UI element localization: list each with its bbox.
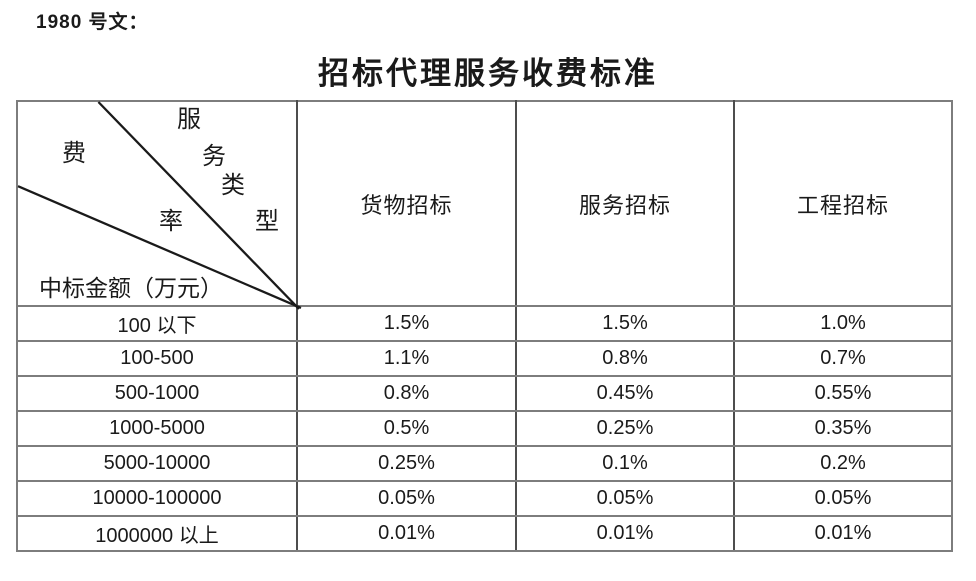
diagonal-header-cell: 服 务 类 型 费 率 中标金额（万元） [16, 100, 302, 310]
diagonal-rate-char: 费 [62, 141, 86, 167]
rate-cell: 1.0% [733, 305, 953, 342]
table-row: 1000000 以上 0.01% 0.01% 0.01% [16, 515, 953, 552]
rate-cell: 0.8% [515, 340, 735, 377]
diagonal-rate-char: 率 [159, 209, 183, 235]
column-header-services: 服务招标 [515, 100, 735, 307]
diagonal-service-type-char: 服 [177, 107, 201, 133]
diagonal-lines [17, 101, 302, 310]
rate-cell: 1.1% [296, 340, 517, 377]
rate-cell: 0.1% [515, 445, 735, 482]
rate-cell: 0.25% [296, 445, 517, 482]
column-header-works: 工程招标 [733, 100, 953, 307]
rate-cell: 0.45% [515, 375, 735, 412]
amount-range-cell: 1000000 以上 [16, 515, 298, 552]
rate-cell: 0.5% [296, 410, 517, 447]
fee-standard-table: 服 务 类 型 费 率 中标金额（万元） 货物招标 服务招标 工程招标 100 … [16, 100, 953, 552]
rate-cell: 0.55% [733, 375, 953, 412]
amount-range-cell: 500-1000 [16, 375, 298, 412]
table-row: 1000-5000 0.5% 0.25% 0.35% [16, 410, 953, 447]
rate-cell: 0.05% [733, 480, 953, 517]
amount-range-cell: 100 以下 [16, 305, 298, 342]
rate-cell: 0.05% [515, 480, 735, 517]
table-row: 10000-100000 0.05% 0.05% 0.05% [16, 480, 953, 517]
amount-range-cell: 10000-100000 [16, 480, 298, 517]
rate-cell: 0.35% [733, 410, 953, 447]
rate-cell: 0.2% [733, 445, 953, 482]
rate-cell: 0.01% [515, 515, 735, 552]
table-row: 500-1000 0.8% 0.45% 0.55% [16, 375, 953, 412]
diagonal-amount-label: 中标金额（万元） [39, 276, 223, 301]
table-header-row: 服 务 类 型 费 率 中标金额（万元） 货物招标 服务招标 工程招标 [16, 100, 953, 310]
page-title: 招标代理服务收费标准 [318, 56, 658, 91]
amount-range-cell: 1000-5000 [16, 410, 298, 447]
column-header-goods: 货物招标 [296, 100, 517, 307]
diagonal-service-type-char: 务 [202, 144, 226, 170]
rate-cell: 1.5% [515, 305, 735, 342]
doc-reference: 1980 号文： [36, 12, 149, 33]
table-row: 5000-10000 0.25% 0.1% 0.2% [16, 445, 953, 482]
rate-cell: 0.7% [733, 340, 953, 377]
diagonal-service-type-char: 类 [221, 173, 245, 199]
table-row: 100 以下 1.5% 1.5% 1.0% [16, 305, 953, 342]
rate-cell: 0.8% [296, 375, 517, 412]
rate-cell: 0.25% [515, 410, 735, 447]
amount-range-cell: 100-500 [16, 340, 298, 377]
rate-cell: 0.05% [296, 480, 517, 517]
table-row: 100-500 1.1% 0.8% 0.7% [16, 340, 953, 377]
rate-cell: 1.5% [296, 305, 517, 342]
amount-range-cell: 5000-10000 [16, 445, 298, 482]
rate-cell: 0.01% [296, 515, 517, 552]
rate-cell: 0.01% [733, 515, 953, 552]
diagonal-service-type-char: 型 [255, 209, 279, 235]
